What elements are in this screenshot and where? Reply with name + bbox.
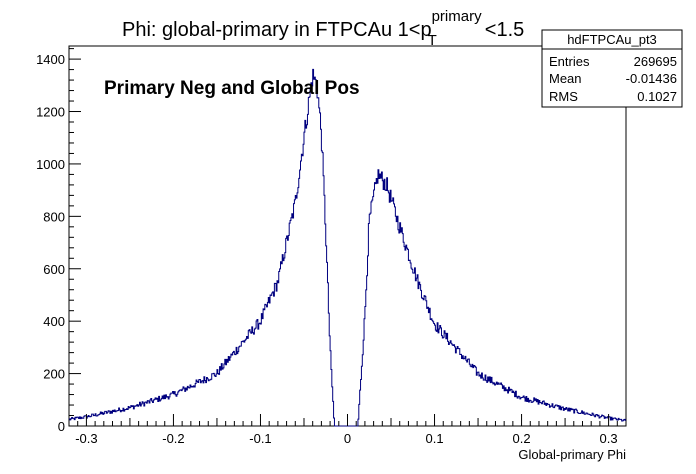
stats-box: hdFTPCAu_pt3 Entries 269695 Mean -0.0143… [541,29,683,108]
stats-mean-label: Mean [549,71,582,86]
x-tick-label: -0.2 [162,431,184,446]
y-tick-label: 1200 [36,105,65,120]
x-axis: -0.3 -0.2 -0.1 0 0.1 0.2 0.3 [68,414,627,446]
y-tick-label: 800 [43,209,65,224]
histogram-line [69,68,626,427]
x-tick-label: 0.3 [600,431,618,446]
y-tick-label: 400 [43,314,65,329]
stats-rms-value: 0.1027 [637,89,677,104]
title-main: Phi: global-primary in FTPCAu 1<p [122,19,432,41]
x-tick-label: -0.3 [75,431,97,446]
stats-histogram-name: hdFTPCAu_pt3 [567,32,657,47]
stats-entries-label: Entries [549,54,590,69]
y-tick-label: 1000 [36,157,65,172]
x-axis-title: Global-primary Phi [518,447,626,462]
y-tick-label: 600 [43,262,65,277]
stats-box-frame [541,29,683,108]
title-superscript: primary [432,8,483,25]
x-tick-label: 0.1 [425,431,443,446]
y-tick-label: 200 [43,367,65,382]
x-tick-label: 0 [344,431,351,446]
annotation-text: Primary Neg and Global Pos [104,78,360,99]
stats-rms-label: RMS [549,89,578,104]
y-axis: 0 200 400 600 800 1000 1200 1400 [36,48,81,434]
stats-mean-value: -0.01436 [626,71,677,86]
stats-entries-value: 269695 [634,54,677,69]
title-subscript: T [428,32,437,49]
x-tick-label: -0.1 [249,431,271,446]
y-tick-label: 1400 [36,52,65,67]
y-tick-label: 0 [58,419,65,434]
title-tail: <1.5 [485,19,524,41]
x-tick-label: 0.2 [513,431,531,446]
chart-title: Phi: global-primary in FTPCAu 1<pprimary… [122,8,524,49]
